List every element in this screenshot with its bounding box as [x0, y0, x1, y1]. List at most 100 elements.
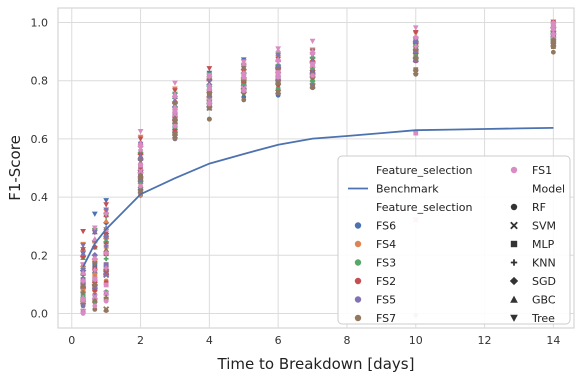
legend-label: MLP	[532, 238, 555, 251]
point-fs5-tree	[91, 229, 98, 235]
point-fs6-tree	[103, 198, 110, 204]
point-fs1-sgd	[240, 70, 247, 77]
point-fs1-tree	[240, 59, 247, 65]
point-fs7-mlp	[138, 174, 143, 180]
x-axis-label: Time to Breakdown [days]	[217, 355, 415, 373]
x-tick-labels: 0 2 4 6 8 10 12 14	[68, 334, 560, 347]
point-fs2-tree	[137, 136, 144, 142]
point-fs5-sgd	[103, 233, 110, 240]
y-axis-label: F1-Score	[6, 135, 24, 201]
legend-label: FS7	[376, 312, 396, 325]
point-fs7-mlp	[550, 44, 556, 49]
point-fs5-mlp	[103, 262, 109, 268]
point-fs3-mlp	[206, 95, 212, 101]
point-fs1-tree	[275, 46, 282, 52]
point-fs1-tree	[91, 225, 98, 231]
point-fs2-sgd	[103, 230, 110, 237]
point-fs7-sgd	[91, 281, 98, 288]
point-fs1-rf	[138, 183, 143, 189]
point-fs1-rf	[92, 303, 98, 309]
point-fs1-tree	[412, 25, 419, 31]
point-fs7-sgd	[412, 55, 419, 62]
point-fs1-mlp	[310, 61, 315, 67]
point-fs1-svm	[80, 308, 87, 315]
x-tick-label: 0	[68, 334, 75, 347]
scatter-points	[79, 19, 557, 318]
point-fs5-svm	[103, 271, 110, 278]
point-fs7-tree	[91, 261, 98, 267]
point-fs6-tree	[91, 211, 98, 217]
point-fs7-mlp	[413, 67, 419, 73]
point-fs1-knn	[80, 295, 86, 301]
point-fs1-gbc	[309, 48, 316, 54]
legend-label: FS1	[532, 164, 552, 177]
legend-label: Feature_selection	[376, 201, 473, 214]
point-fs1-rf	[103, 298, 109, 304]
legend-color-swatch	[510, 166, 518, 174]
point-fs7-tree	[275, 67, 282, 73]
point-fs1-knn	[172, 105, 178, 110]
point-fs1-mlp	[172, 108, 178, 114]
point-fs7-tree	[240, 66, 247, 72]
point-fs5-tree	[412, 38, 419, 44]
legend-label: RF	[532, 201, 546, 214]
point-fs5-tree	[275, 53, 282, 59]
legend-label: SGD	[532, 275, 556, 288]
legend-label: FS6	[376, 220, 396, 233]
legend-label: FS3	[376, 257, 396, 270]
point-fs1-tree	[309, 38, 316, 45]
legend-label: Feature_selection	[376, 164, 473, 177]
legend-marker-tree	[510, 314, 518, 322]
point-fs1-rf	[172, 123, 178, 129]
point-fs1-tree	[172, 80, 178, 86]
legend-marker-sgd	[509, 276, 519, 286]
point-fs1-tree	[206, 73, 213, 79]
x-tick-label: 12	[478, 334, 492, 347]
point-fs3-knn	[103, 256, 109, 262]
point-fs7-sgd	[79, 283, 87, 290]
point-fs7-svm	[275, 88, 282, 96]
point-fs1-mlp	[138, 162, 143, 168]
legend-color-swatch	[354, 259, 362, 266]
point-fs5-sgd	[91, 251, 98, 259]
point-fs1-knn	[206, 82, 212, 88]
y-tick-label: 0.6	[31, 133, 49, 146]
point-fs1-knn	[413, 44, 419, 49]
point-fs1-mlp	[413, 130, 419, 136]
point-fs2-tree	[172, 88, 178, 94]
point-fs1-svm	[91, 293, 98, 300]
point-fs3-mlp	[241, 81, 247, 86]
y-tick-label: 1.0	[31, 17, 49, 30]
legend-color-swatch	[354, 222, 362, 229]
legend-label: Model	[532, 183, 565, 196]
point-fs1-knn	[103, 265, 109, 271]
point-fs1-svm	[103, 290, 110, 297]
legend-label: Tree	[531, 312, 555, 325]
benchmark-line	[82, 127, 554, 268]
point-fs1-sgd	[275, 57, 282, 64]
point-fs4-mlp	[92, 272, 98, 278]
point-fs1-mlp	[103, 282, 109, 288]
point-fs7-sgd	[171, 116, 179, 123]
point-fs7-knn	[80, 290, 86, 295]
legend-label: KNN	[532, 257, 556, 270]
point-fs1-mlp	[92, 276, 98, 282]
point-fs2-tree	[206, 66, 213, 72]
x-tick-label: 2	[137, 334, 144, 347]
point-fs7-svm	[309, 83, 316, 90]
point-fs1-sgd	[137, 143, 144, 150]
y-tick-label: 0.4	[31, 191, 49, 204]
point-fs5-tree	[103, 207, 110, 213]
point-fs7-tree	[412, 46, 419, 52]
x-tick-label: 6	[275, 334, 282, 347]
point-fs1-gbc	[91, 236, 98, 242]
legend-marker-rf	[510, 203, 518, 211]
legend-marker-mlp	[510, 240, 518, 248]
legend-marker-gbc	[510, 295, 518, 303]
x-tick-label: 8	[343, 334, 350, 347]
point-fs7-gbc	[103, 246, 110, 252]
legend-label: Benchmark	[376, 183, 439, 196]
point-fs7-rf	[92, 306, 98, 312]
point-fs5-rf	[80, 303, 86, 309]
